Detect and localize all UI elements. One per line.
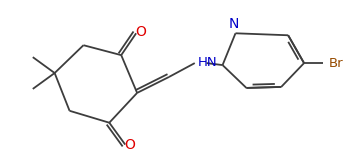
- Text: O: O: [136, 25, 146, 39]
- Text: O: O: [125, 138, 136, 152]
- Text: N: N: [228, 17, 239, 31]
- Text: Br: Br: [329, 57, 344, 70]
- Text: HN: HN: [198, 56, 217, 69]
